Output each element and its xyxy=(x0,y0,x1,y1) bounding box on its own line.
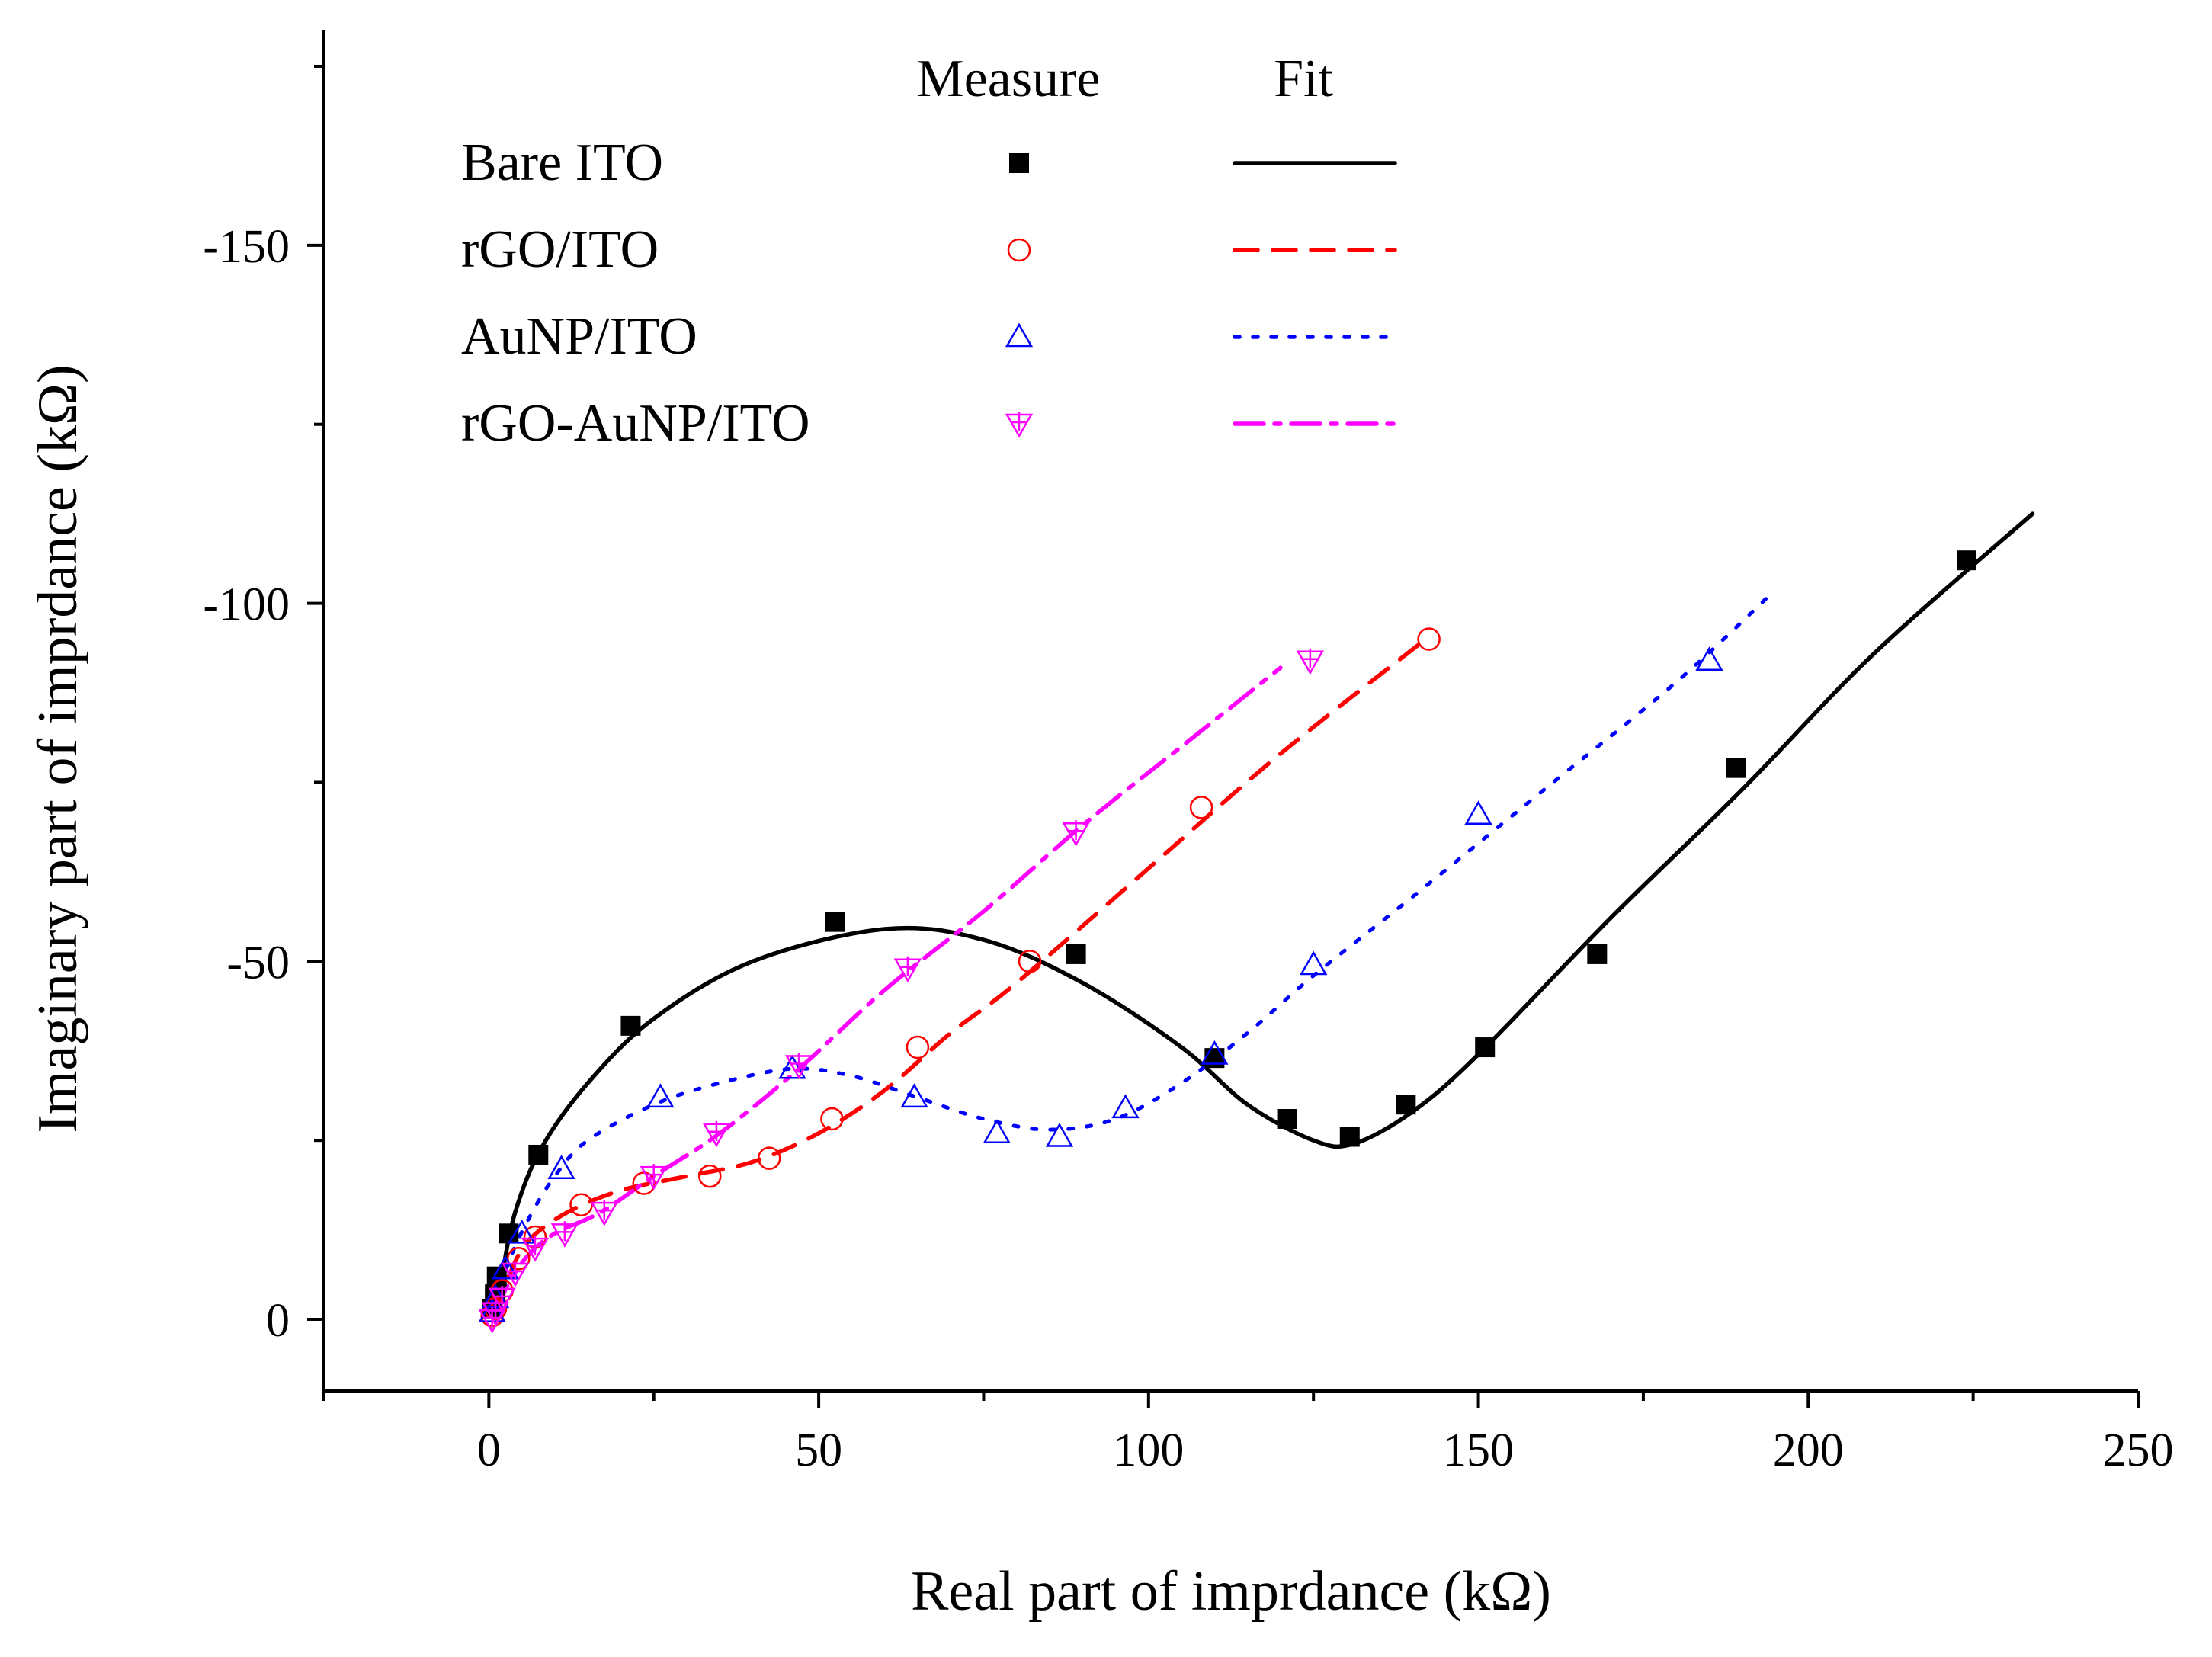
point-aunp-ito xyxy=(983,1119,1011,1144)
point-bare-ito xyxy=(1066,944,1086,964)
y-ticks: 0 -50 -100 -150 xyxy=(203,64,324,1347)
point-bare-ito xyxy=(1339,1127,1360,1147)
fit-line-rgo-aunp-ito xyxy=(493,665,1283,1315)
point-aunp-ito xyxy=(900,1083,928,1108)
point-aunp-ito xyxy=(1111,1094,1140,1119)
y-axis-title: Imaginary part of imprdance (kΩ) xyxy=(27,364,89,1133)
point-rgo-aunp-ito xyxy=(501,1260,530,1287)
point-bare-ito xyxy=(1396,1095,1416,1115)
y-tick-label: -100 xyxy=(203,579,290,631)
point-rgo-aunp-ito xyxy=(893,956,922,983)
legend-marker-aunp-ito xyxy=(1005,322,1034,348)
fit-lines xyxy=(493,511,2035,1315)
legend-marker-rgo-aunp-ito xyxy=(1005,412,1034,438)
point-aunp-ito xyxy=(1464,800,1492,825)
x-tick-label: 0 xyxy=(477,1425,501,1476)
legend: Measure Fit Bare ITO rGO/ITO AuNP/ITO rGO-A… xyxy=(461,50,1397,453)
point-rgo-ito xyxy=(1417,627,1441,651)
legend-marker-rgo-ito xyxy=(1007,238,1031,262)
point-rgo-aunp-ito xyxy=(702,1120,731,1148)
point-bare-ito xyxy=(1277,1109,1297,1129)
point-bare-ito xyxy=(1956,550,1976,571)
point-bare-ito xyxy=(1204,1048,1225,1069)
legend-label-rgo-ito: rGO/ITO xyxy=(461,220,659,279)
point-rgo-aunp-ito xyxy=(1296,648,1325,675)
legend-measure-header: Measure xyxy=(916,50,1100,108)
legend-fit-header: Fit xyxy=(1274,50,1333,108)
point-rgo-aunp-ito xyxy=(784,1053,813,1080)
x-axis-title: Real part of imprdance (kΩ) xyxy=(911,1560,1551,1623)
point-aunp-ito xyxy=(1300,950,1328,976)
x-tick-label: 100 xyxy=(1113,1425,1184,1476)
x-tick-label: 150 xyxy=(1443,1425,1514,1476)
point-bare-ito xyxy=(486,1266,507,1287)
point-bare-ito xyxy=(1475,1037,1496,1058)
markers xyxy=(478,550,1976,1334)
point-rgo-ito xyxy=(698,1164,722,1188)
point-aunp-ito xyxy=(1045,1122,1074,1147)
legend-label-bare-ito: Bare ITO xyxy=(461,133,663,192)
y-tick-label: -50 xyxy=(226,937,290,989)
point-aunp-ito xyxy=(1201,1040,1229,1065)
fit-line-bare-ito xyxy=(496,511,2035,1308)
x-ticks: 0 50 100 150 200 250 xyxy=(322,1391,2174,1476)
legend-label-aunp-ito: AuNP/ITO xyxy=(461,307,697,366)
point-aunp-ito xyxy=(646,1083,675,1108)
point-rgo-ito xyxy=(906,1035,930,1059)
point-bare-ito xyxy=(1587,944,1608,964)
point-rgo-ito xyxy=(569,1193,593,1216)
point-aunp-ito xyxy=(1695,646,1723,671)
point-rgo-aunp-ito xyxy=(488,1285,516,1312)
y-tick-label: -150 xyxy=(203,221,290,273)
point-aunp-ito xyxy=(547,1155,575,1180)
point-bare-ito xyxy=(1726,758,1746,778)
legend-label-rgo-aunp-ito: rGO-AuNP/ITO xyxy=(461,394,810,453)
point-bare-ito xyxy=(620,1015,641,1036)
fit-line-rgo-ito xyxy=(493,636,1428,1315)
axes: 0 50 100 150 200 250 0 -50 -100 -150 xyxy=(203,30,2174,1476)
x-tick-label: 200 xyxy=(1773,1425,1844,1476)
point-bare-ito xyxy=(825,912,845,932)
point-rgo-aunp-ito xyxy=(1062,820,1090,847)
point-rgo-ito xyxy=(1018,950,1042,973)
point-rgo-ito xyxy=(507,1246,531,1271)
x-tick-label: 250 xyxy=(2103,1425,2174,1476)
fit-line-aunp-ito xyxy=(493,594,1771,1307)
point-aunp-ito xyxy=(491,1255,520,1280)
y-tick-label: 0 xyxy=(266,1295,290,1347)
point-rgo-aunp-ito xyxy=(590,1200,618,1226)
point-rgo-aunp-ito xyxy=(521,1236,550,1262)
point-rgo-ito xyxy=(757,1146,781,1170)
point-aunp-ito xyxy=(508,1219,536,1244)
point-rgo-aunp-ito xyxy=(640,1164,668,1191)
point-rgo-ito xyxy=(1189,796,1213,819)
point-rgo-ito xyxy=(820,1107,844,1131)
point-rgo-aunp-ito xyxy=(481,1300,510,1327)
point-bare-ito xyxy=(528,1144,549,1165)
x-tick-label: 50 xyxy=(795,1425,842,1476)
legend-marker-bare-ito xyxy=(1009,153,1029,173)
point-rgo-aunp-ito xyxy=(550,1221,579,1248)
legend-rows: Bare ITO rGO/ITO AuNP/ITO rGO-AuNP/ITO xyxy=(461,133,1397,453)
